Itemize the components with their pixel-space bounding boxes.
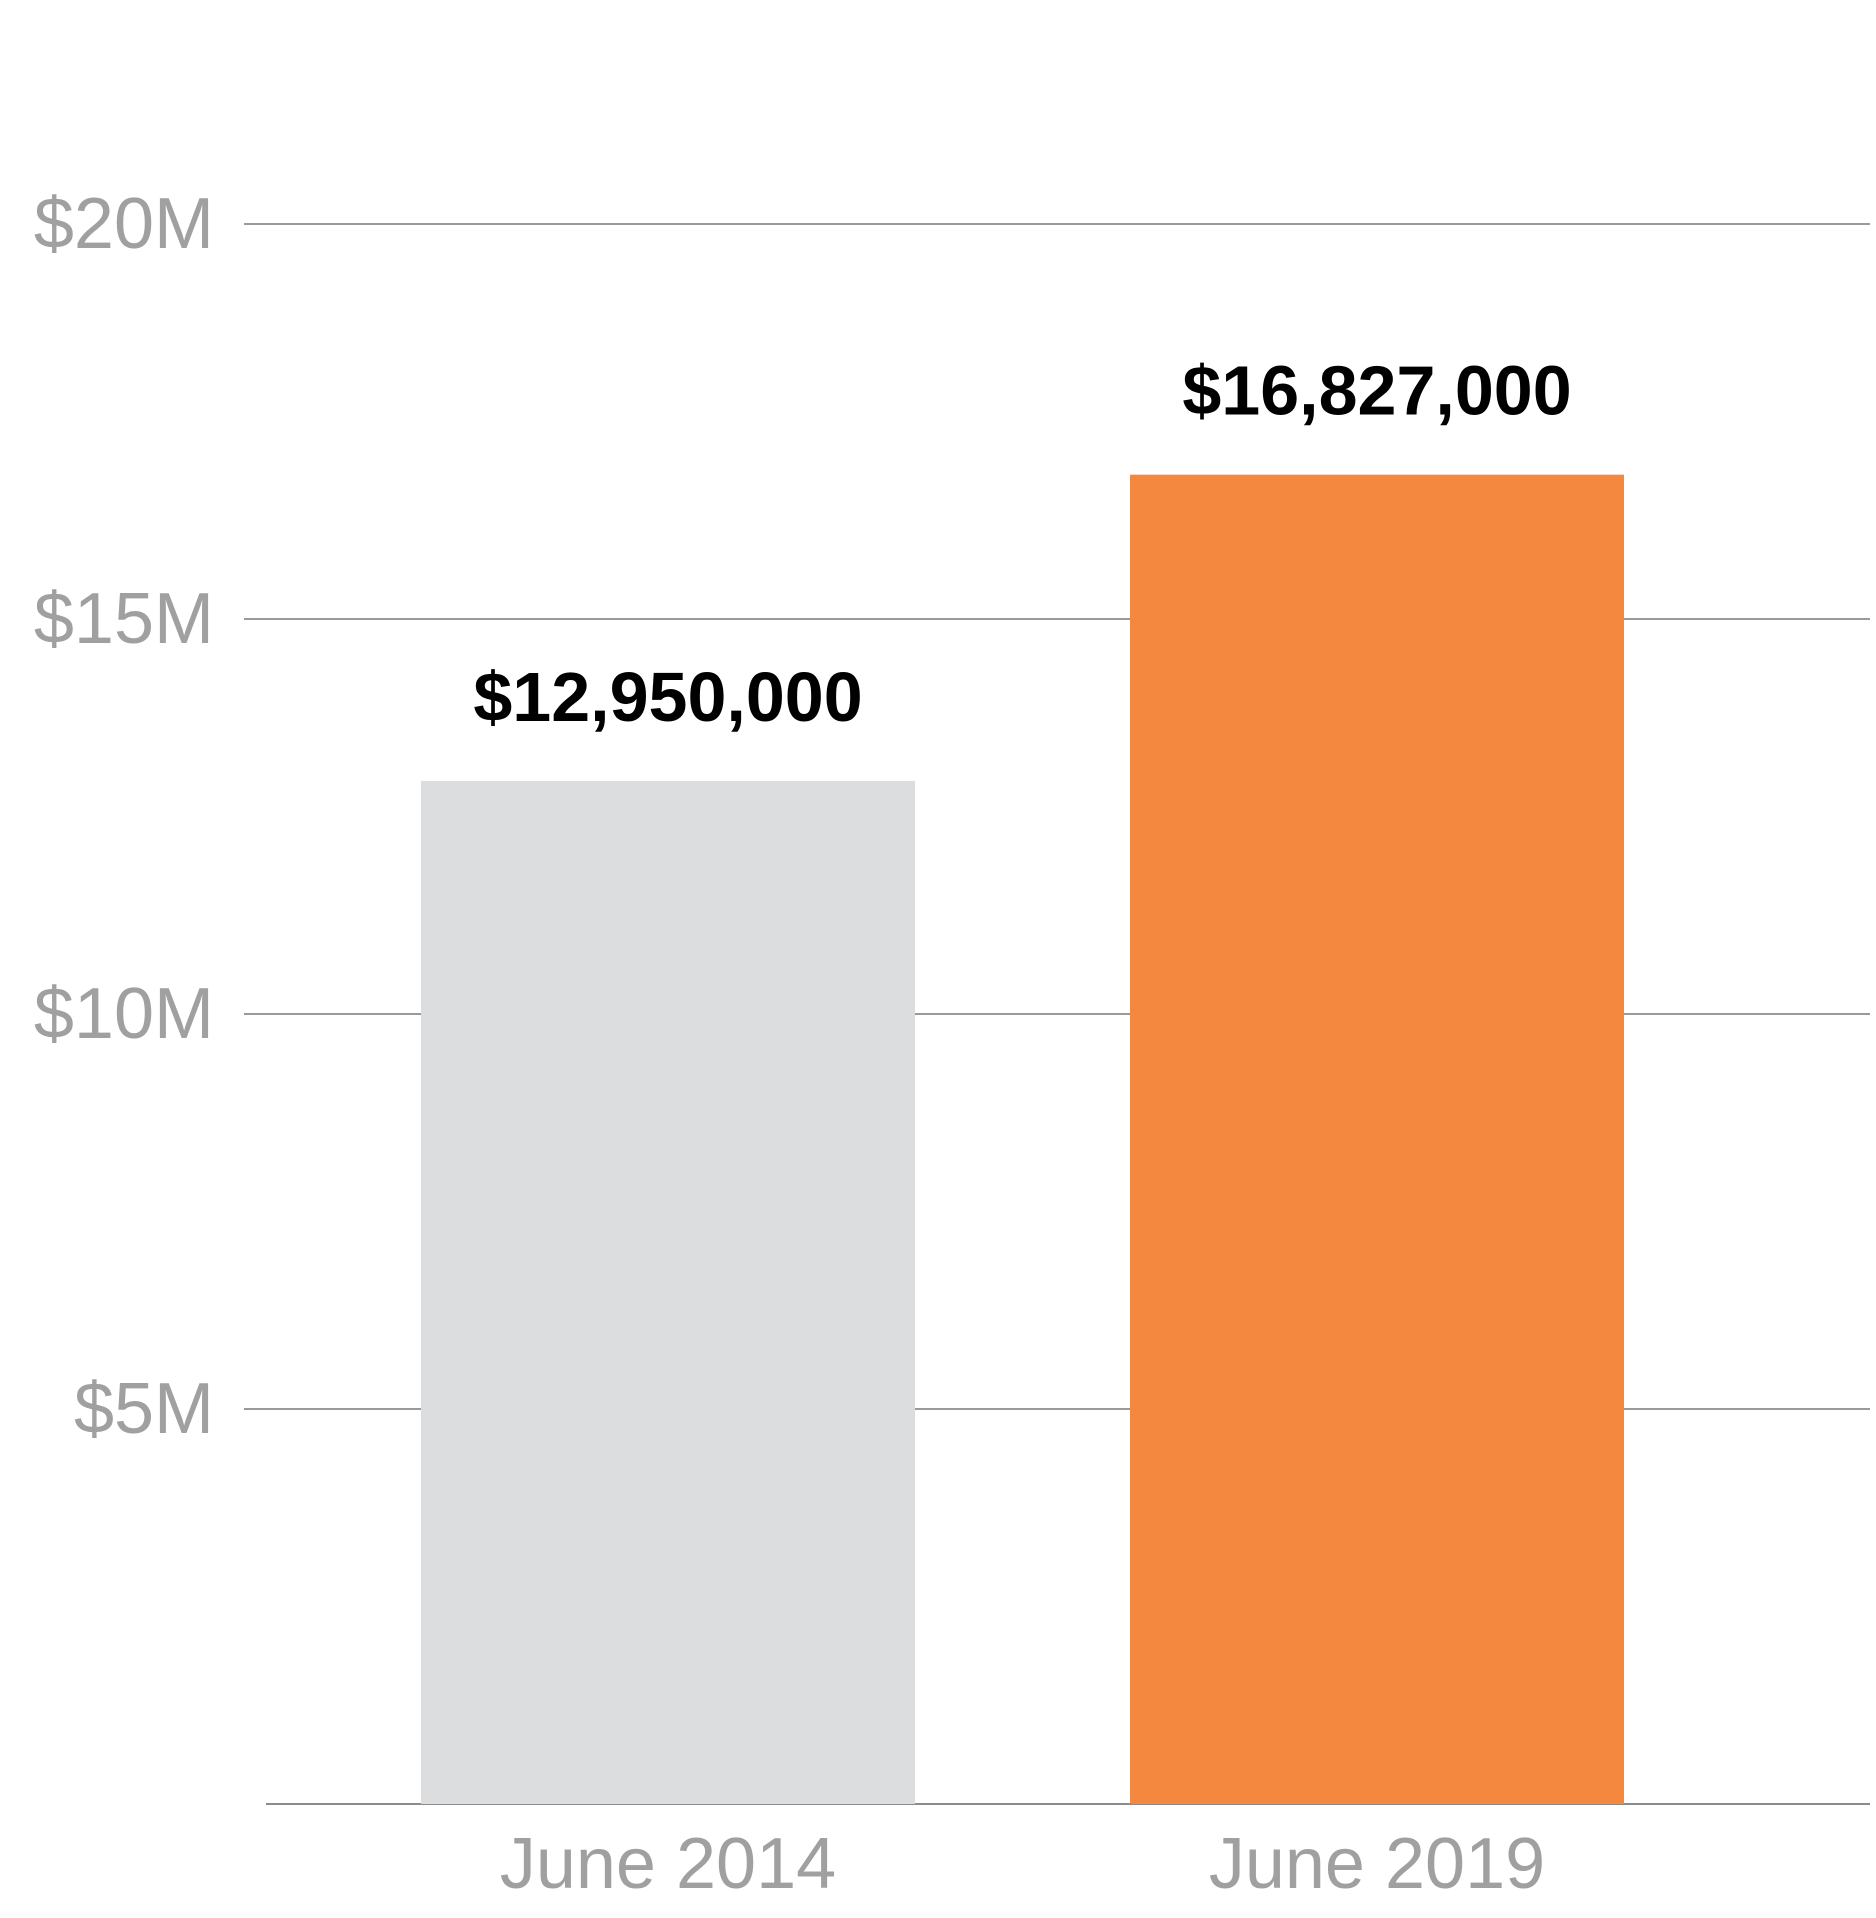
y-axis-ticks: $5M $10M $15M $20M: [34, 184, 214, 1449]
y-tick-label: $15M: [34, 579, 214, 659]
x-tick-label: June 2014: [500, 1824, 836, 1904]
x-axis-ticks: June 2014 June 2019: [500, 1824, 1545, 1904]
x-tick-label: June 2019: [1209, 1824, 1545, 1904]
y-tick-label: $20M: [34, 184, 214, 264]
y-tick-label: $5M: [74, 1369, 214, 1449]
bar-value-label: $16,827,000: [1182, 352, 1571, 430]
bar-2: [1130, 474, 1624, 1804]
y-tick-label: $10M: [34, 974, 214, 1054]
bar-1: [421, 780, 915, 1804]
data-labels: $12,950,000 $16,827,000: [473, 352, 1571, 736]
bar-value-label: $12,950,000: [473, 658, 862, 736]
bars: [421, 474, 1624, 1804]
